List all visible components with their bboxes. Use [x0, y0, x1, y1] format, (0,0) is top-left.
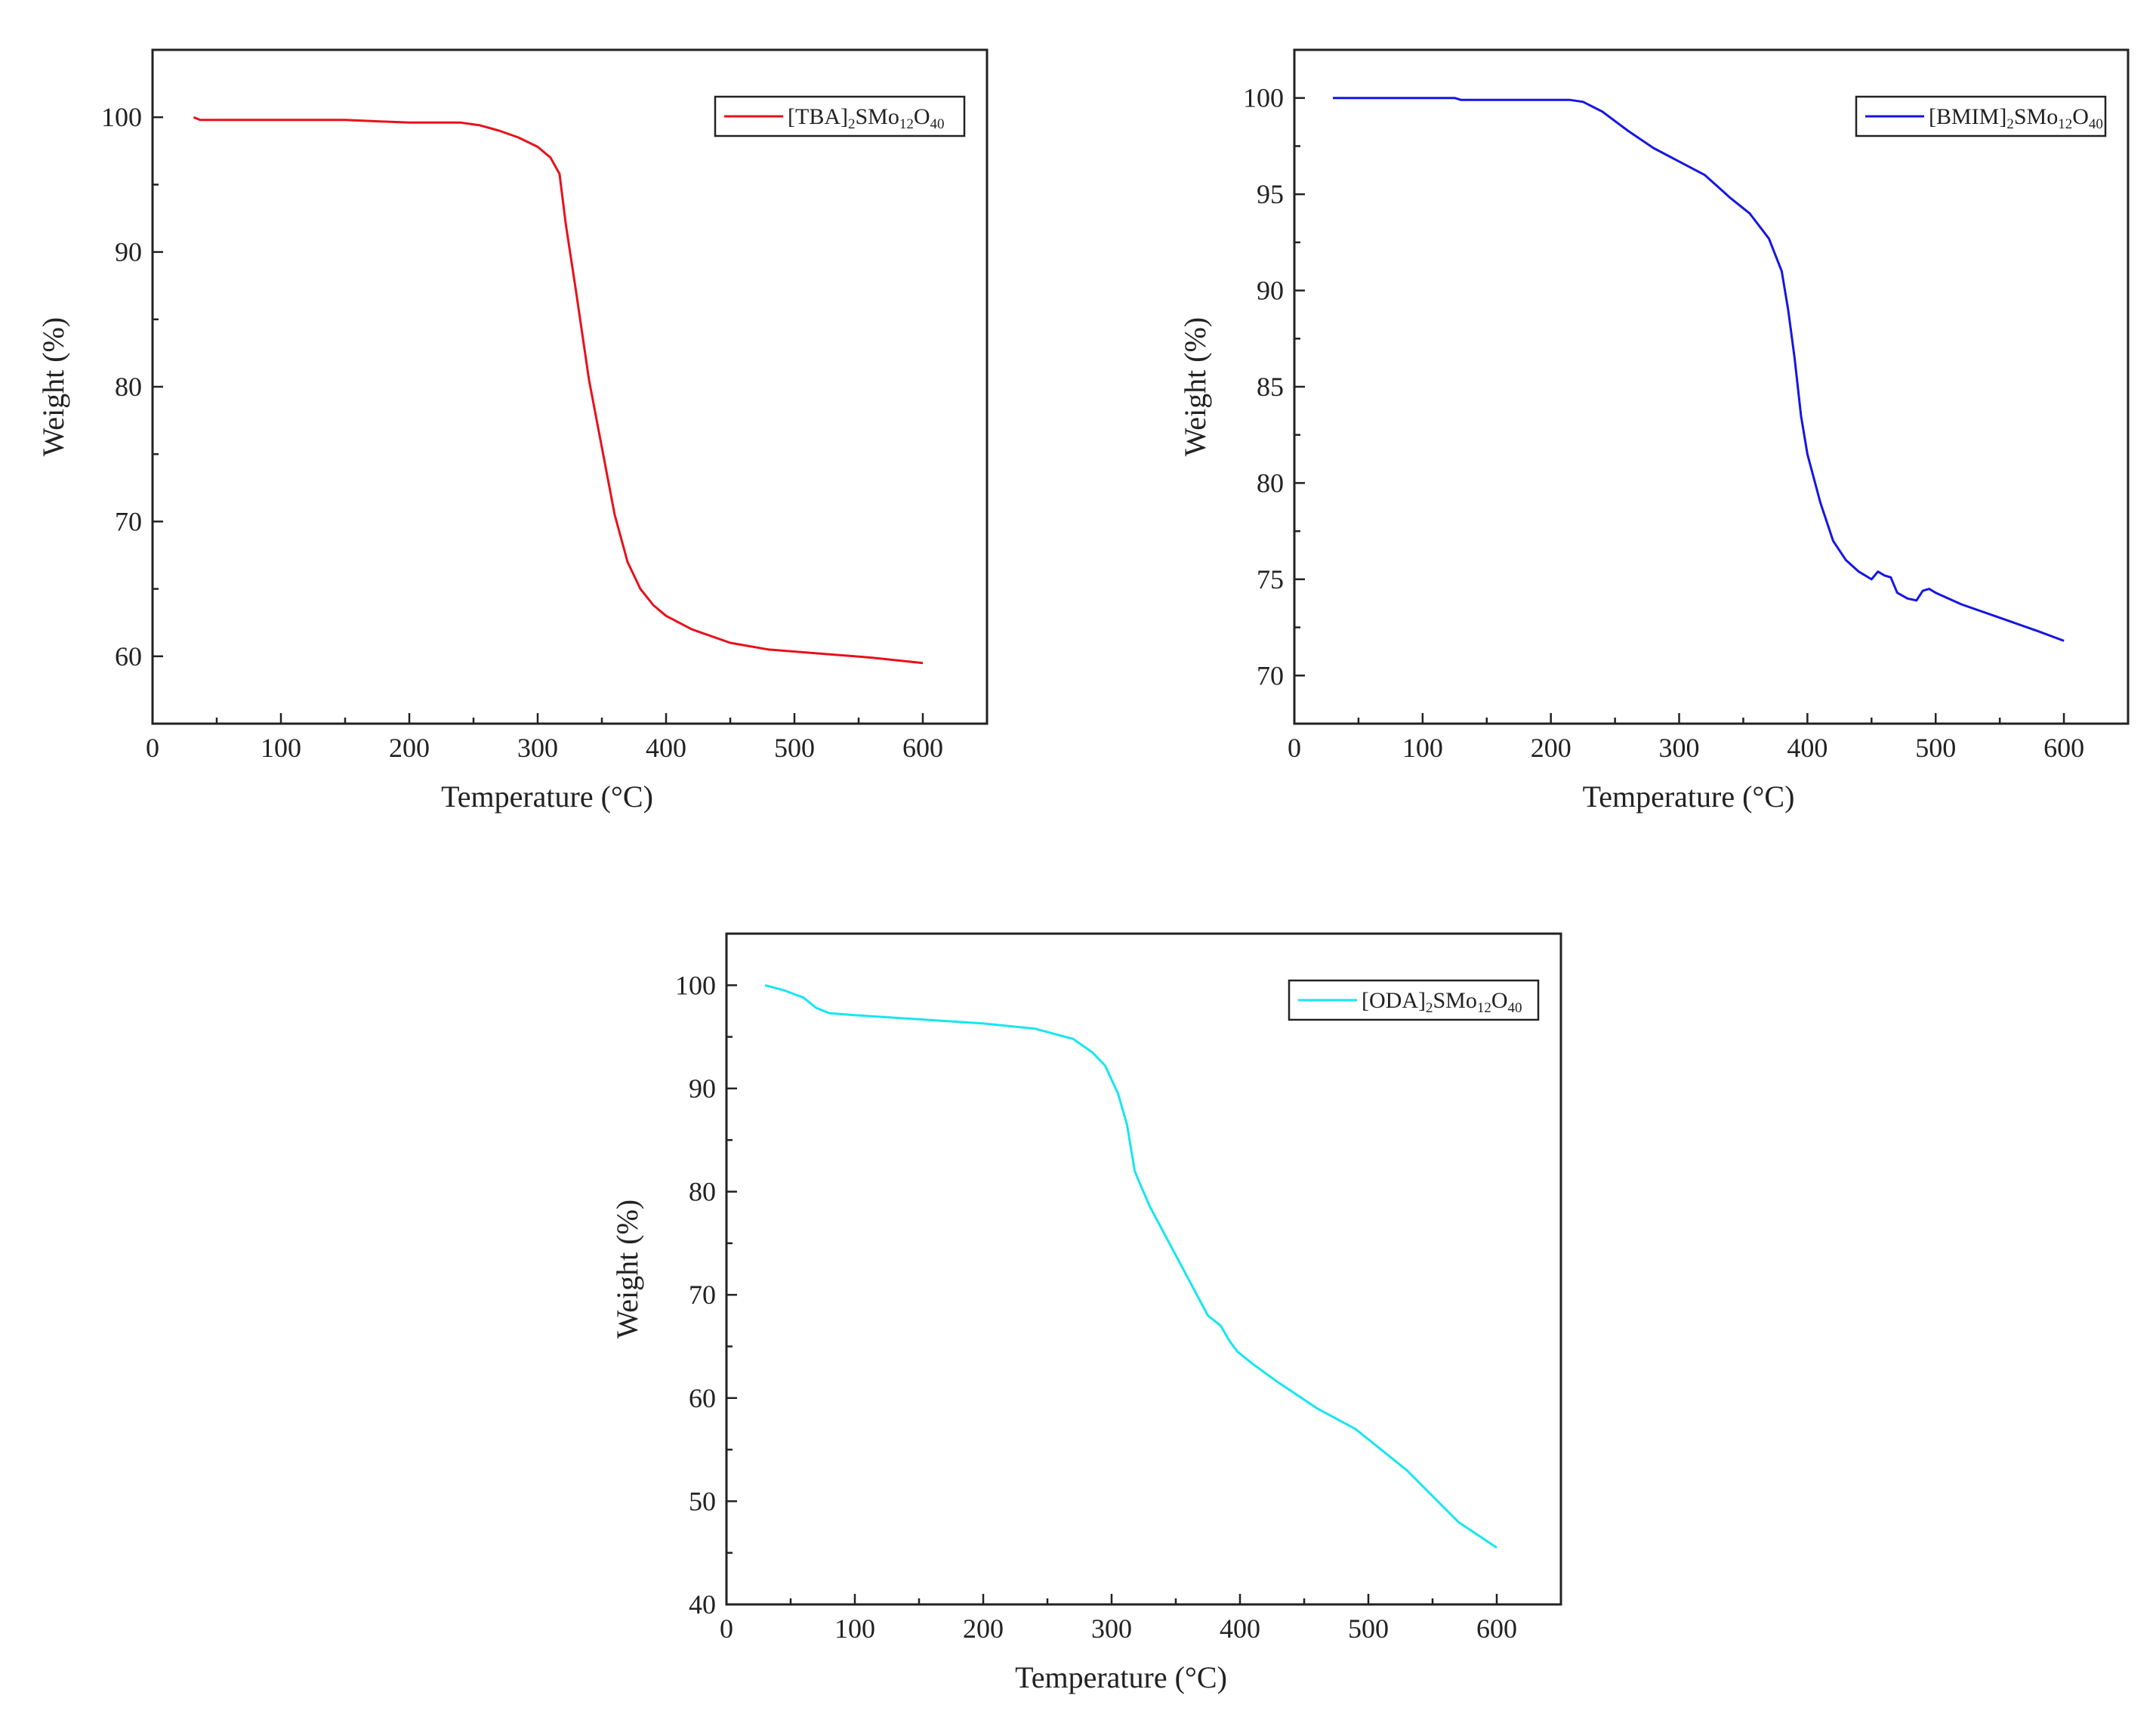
x-axis-title: Temperature (°C)	[441, 780, 653, 814]
y-tick-label: 90	[115, 237, 142, 267]
legend-text-part: [TBA]	[788, 104, 848, 129]
y-tick-label: 60	[689, 1383, 716, 1413]
x-tick-label: 300	[517, 733, 558, 763]
y-axis-title: Weight (%)	[1178, 317, 1212, 457]
x-axis-title: Temperature (°C)	[1015, 1660, 1227, 1694]
legend-text-part: SMo	[1433, 988, 1476, 1013]
y-tick-label: 40	[689, 1589, 716, 1620]
legend-subscript: 12	[899, 116, 914, 132]
x-tick-label: 200	[963, 1613, 1004, 1644]
series-line-0	[193, 116, 924, 665]
x-tick-label: 200	[389, 733, 430, 763]
x-tick-label: 500	[1348, 1613, 1389, 1644]
x-axis-title: Temperature (°C)	[1583, 780, 1795, 814]
y-tick-label: 100	[101, 102, 142, 132]
legend-text-part: [ODA]	[1362, 988, 1426, 1013]
y-tick-label: 50	[689, 1486, 716, 1516]
legend-subscript: 40	[1508, 1000, 1522, 1016]
chart-oda-panel: 0 100 200 300 400 500 600 40 50 60 70 80 90 100 Temper…	[610, 932, 1562, 1694]
y-tick-label: 80	[689, 1177, 716, 1207]
legend-subscript: 2	[2006, 116, 2014, 132]
chart-tba-panel: 0 100 200 300 400 500 600 60 70 80 90 100 Temperatur…	[36, 48, 989, 814]
series-line-0	[764, 984, 1497, 1549]
plot-frame	[151, 48, 989, 725]
y-tick-label: 100	[675, 970, 716, 1000]
x-tick-label: 300	[1659, 733, 1700, 763]
y-tick-label: 95	[1257, 179, 1284, 209]
x-tick-label: 0	[146, 733, 159, 763]
x-tick-label: 400	[646, 733, 686, 763]
x-tick-label: 100	[261, 733, 301, 763]
x-tick-label: 100	[834, 1613, 875, 1644]
legend-subscript: 12	[2058, 116, 2072, 132]
legend-label: [TBA]2SMo12O40	[788, 104, 945, 132]
y-tick-label: 90	[1257, 276, 1284, 306]
legend-text-part: O	[1491, 988, 1508, 1013]
x-tick-label: 0	[1288, 733, 1301, 763]
x-tick-label: 100	[1402, 733, 1443, 763]
y-tick-label: 90	[689, 1073, 716, 1104]
y-tick-label: 80	[115, 372, 142, 402]
chart-bmim-panel: 0 100 200 300 400 500 600 70 75 80 85 90 95 100 Temper…	[1178, 48, 2130, 814]
legend-label: [BMIM]2SMo12O40	[1929, 104, 2103, 132]
x-tick-label: 600	[902, 733, 943, 763]
plot-frame	[1293, 48, 2130, 725]
y-tick-label: 70	[1257, 660, 1284, 690]
x-tick-label: 400	[1787, 733, 1828, 763]
x-tick-label: 500	[774, 733, 815, 763]
y-tick-label: 75	[1257, 564, 1284, 594]
y-axis-title: Weight (%)	[36, 317, 70, 457]
legend-label: [ODA]2SMo12O40	[1362, 988, 1522, 1016]
legend-subscript: 2	[848, 116, 856, 132]
y-tick-label: 70	[115, 506, 142, 536]
x-tick-label: 600	[1476, 1613, 1517, 1644]
x-tick-label: 200	[1531, 733, 1572, 763]
y-tick-label: 100	[1243, 83, 1284, 113]
y-tick-label: 85	[1257, 372, 1284, 402]
x-tick-label: 500	[1915, 733, 1956, 763]
legend-text-part: O	[914, 104, 930, 129]
legend-subscript: 40	[930, 116, 945, 132]
plot-frame	[725, 932, 1562, 1606]
series-line-0	[1333, 97, 2065, 642]
legend-subscript: 40	[2089, 116, 2103, 132]
y-tick-label: 70	[689, 1280, 716, 1310]
x-tick-label: 0	[720, 1613, 733, 1644]
x-tick-label: 300	[1091, 1613, 1132, 1644]
legend-subscript: 12	[1477, 1000, 1491, 1016]
x-tick-label: 400	[1220, 1613, 1260, 1644]
x-tick-label: 600	[2043, 733, 2084, 763]
y-axis-title: Weight (%)	[610, 1200, 644, 1339]
legend-text-part: O	[2072, 104, 2089, 129]
legend-subscript: 2	[1426, 1000, 1433, 1016]
legend-text-part: [BMIM]	[1929, 104, 2006, 129]
legend-text-part: SMo	[855, 104, 899, 129]
y-tick-label: 80	[1257, 468, 1284, 498]
legend-text-part: SMo	[2014, 104, 2058, 129]
y-tick-label: 60	[115, 641, 142, 672]
